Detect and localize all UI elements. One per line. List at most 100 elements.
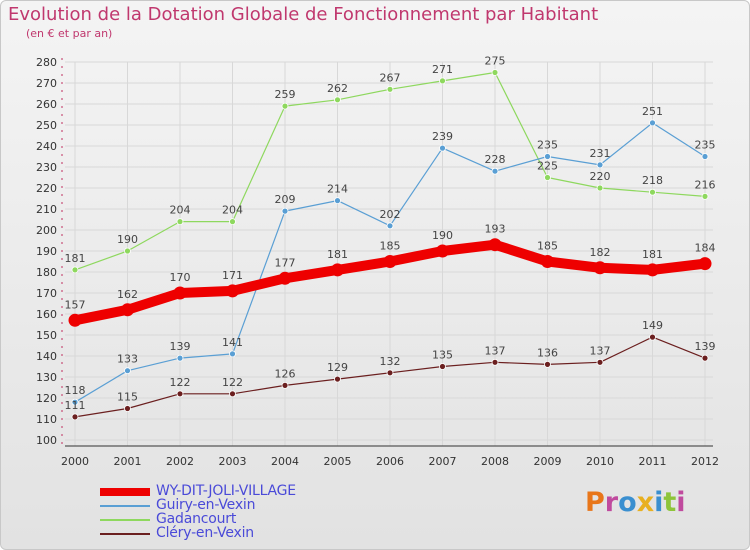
y-tick-label: 260 [36,98,57,111]
data-point [68,313,82,327]
data-point [491,358,499,366]
legend-label: Guiry-en-Vexin [156,497,256,513]
legend-label: Cléry-en-Vexin [156,525,254,541]
y-tick-label: 160 [36,308,57,321]
data-label: 133 [117,353,138,366]
data-label: 135 [432,349,453,362]
data-label: 162 [117,288,138,301]
data-point [124,405,131,412]
data-point [229,350,236,358]
x-tick-label: 2007 [429,455,457,468]
data-point [701,153,709,160]
data-point [698,257,712,271]
data-point [541,255,554,268]
x-tick-label: 2003 [219,455,247,468]
data-label: 141 [222,336,243,349]
y-tick-label: 210 [36,203,57,216]
chart-subtitle: (en € et par an) [26,27,113,40]
data-point [124,247,131,255]
data-point [649,119,656,127]
data-point [331,263,344,277]
x-tick-label: 2005 [324,455,352,468]
data-point [439,77,446,85]
x-tick-label: 2010 [586,455,614,468]
data-label: 181 [642,248,663,261]
data-point [229,390,236,398]
data-point [544,174,551,181]
data-point [281,381,289,389]
data-label: 132 [380,355,401,368]
data-point [229,218,236,226]
data-label: 267 [380,71,401,84]
data-label: 218 [642,174,663,187]
data-point [436,244,449,258]
legend-label: WY-DIT-JOLI-VILLAGE [156,483,296,499]
data-label: 259 [275,88,296,101]
proxiti-logo: Proxiti [585,487,686,518]
x-tick-label: 2004 [271,455,299,468]
data-label: 235 [695,139,716,152]
data-label: 139 [170,340,191,353]
data-label: 157 [65,298,86,311]
data-point [439,363,446,370]
data-point [649,333,656,341]
x-tick-label: 2006 [376,455,404,468]
data-label: 122 [222,376,243,389]
data-label: 185 [380,240,401,253]
x-tick-label: 2012 [691,455,719,468]
chart-title: Evolution de la Dotation Globale de Fonc… [8,4,599,25]
y-tick-label: 230 [36,161,57,174]
data-label: 262 [327,82,348,95]
x-tick-label: 2009 [534,455,562,468]
data-label: 202 [380,208,401,221]
x-tick-label: 2011 [639,455,667,468]
data-point [383,255,397,268]
data-label: 193 [485,223,506,236]
data-point [646,263,659,277]
data-label: 139 [695,340,716,353]
data-point [124,367,131,375]
y-tick-label: 280 [36,56,57,69]
data-point [334,96,341,104]
data-label: 129 [327,361,348,374]
data-label: 185 [537,240,558,253]
data-point [701,354,709,362]
data-label: 204 [222,204,243,217]
y-tick-label: 220 [36,182,57,195]
y-tick-label: 130 [36,371,57,384]
data-point [488,238,502,252]
data-label: 118 [65,384,86,397]
data-point [386,369,394,377]
y-tick-label: 270 [36,77,57,90]
data-label: 225 [537,160,558,173]
data-label: 115 [117,391,138,404]
data-label: 239 [432,130,453,143]
legend-swatch-3 [100,533,150,535]
data-point [491,69,499,76]
data-point [491,167,499,175]
data-point [334,375,341,383]
data-point [278,271,292,285]
data-label: 171 [222,269,243,282]
x-tick-label: 2001 [114,455,142,468]
data-point [71,413,79,421]
data-point [176,218,184,226]
data-point [226,284,239,298]
data-point [596,358,604,366]
data-point [701,192,709,200]
data-label: 177 [275,256,296,269]
data-label: 209 [275,193,296,206]
data-label: 136 [537,346,558,359]
x-tick-label: 2002 [166,455,194,468]
data-label: 214 [327,183,348,196]
data-label: 182 [590,246,611,259]
data-label: 275 [485,55,506,68]
data-label: 216 [695,178,716,191]
y-tick-label: 240 [36,140,57,153]
x-tick-label: 2008 [481,455,509,468]
data-label: 251 [642,105,663,118]
data-point [439,144,446,152]
data-point [71,398,79,406]
y-tick-label: 150 [36,329,57,342]
